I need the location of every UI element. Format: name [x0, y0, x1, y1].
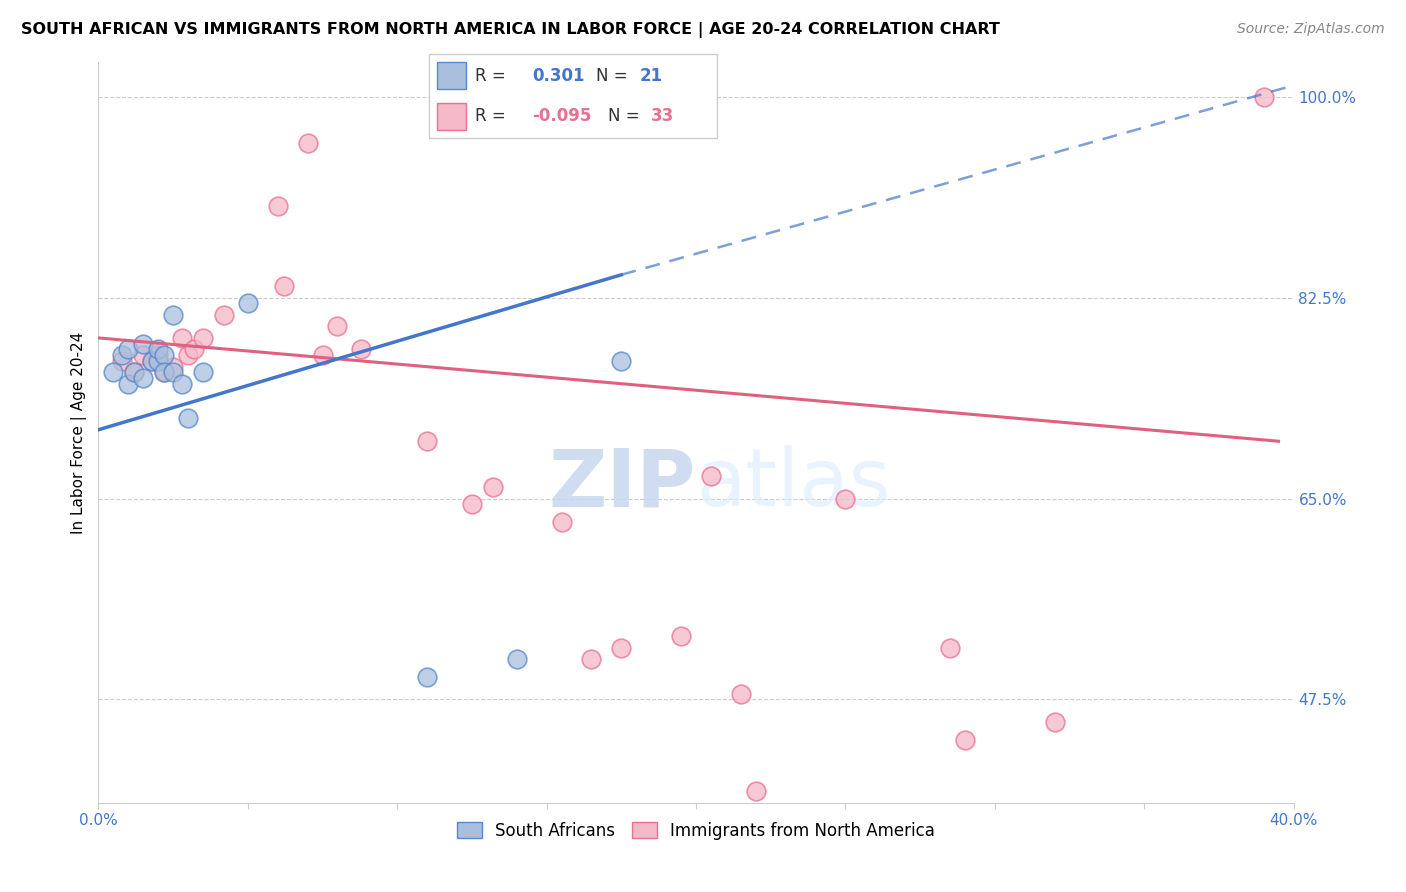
Point	[212, 308, 235, 322]
Point	[132, 336, 155, 351]
Point	[103, 365, 125, 379]
Point	[124, 365, 146, 379]
Point	[1253, 90, 1275, 104]
Point	[111, 348, 134, 362]
Point	[669, 629, 692, 643]
Point	[177, 411, 200, 425]
Point	[350, 343, 373, 357]
Point	[177, 348, 200, 362]
Legend: South Africans, Immigrants from North America: South Africans, Immigrants from North Am…	[450, 815, 942, 847]
Point	[236, 296, 259, 310]
Point	[939, 640, 962, 655]
Point	[172, 376, 194, 391]
Text: -0.095: -0.095	[533, 107, 592, 125]
Point	[482, 480, 505, 494]
Point	[153, 348, 176, 362]
Text: R =: R =	[475, 67, 506, 85]
Point	[153, 365, 176, 379]
Point	[610, 354, 633, 368]
Point	[461, 497, 484, 511]
Point	[117, 376, 139, 391]
Point	[834, 491, 856, 506]
Text: N =: N =	[596, 67, 627, 85]
Point	[273, 279, 295, 293]
Point	[416, 434, 439, 449]
Point	[117, 343, 139, 357]
Text: Source: ZipAtlas.com: Source: ZipAtlas.com	[1237, 22, 1385, 37]
Point	[148, 343, 170, 357]
Point	[148, 348, 170, 362]
FancyBboxPatch shape	[437, 103, 467, 130]
Point	[162, 365, 184, 379]
Text: 0.301: 0.301	[533, 67, 585, 85]
Point	[267, 199, 290, 213]
Point	[730, 687, 752, 701]
Point	[745, 784, 768, 798]
Text: atlas: atlas	[696, 445, 890, 524]
Point	[148, 354, 170, 368]
Point	[191, 365, 214, 379]
Point	[141, 354, 163, 368]
Y-axis label: In Labor Force | Age 20-24: In Labor Force | Age 20-24	[72, 332, 87, 533]
Point	[610, 640, 633, 655]
Point	[132, 371, 155, 385]
Point	[550, 515, 572, 529]
Text: SOUTH AFRICAN VS IMMIGRANTS FROM NORTH AMERICA IN LABOR FORCE | AGE 20-24 CORREL: SOUTH AFRICAN VS IMMIGRANTS FROM NORTH A…	[21, 22, 1000, 38]
Point	[416, 669, 439, 683]
Point	[162, 359, 184, 374]
Point	[297, 136, 319, 150]
Point	[172, 331, 194, 345]
Point	[162, 308, 184, 322]
Point	[311, 348, 333, 362]
FancyBboxPatch shape	[429, 54, 717, 138]
Point	[581, 652, 603, 666]
Text: 21: 21	[640, 67, 662, 85]
FancyBboxPatch shape	[437, 62, 467, 89]
Text: 33: 33	[651, 107, 673, 125]
Point	[183, 343, 205, 357]
Point	[124, 365, 146, 379]
Point	[953, 732, 976, 747]
Point	[111, 354, 134, 368]
Point	[700, 468, 723, 483]
Point	[326, 319, 349, 334]
Text: R =: R =	[475, 107, 506, 125]
Point	[153, 365, 176, 379]
Point	[506, 652, 529, 666]
Text: ZIP: ZIP	[548, 445, 696, 524]
Text: N =: N =	[607, 107, 640, 125]
Point	[132, 348, 155, 362]
Point	[1043, 715, 1066, 730]
Point	[191, 331, 214, 345]
Point	[141, 354, 163, 368]
